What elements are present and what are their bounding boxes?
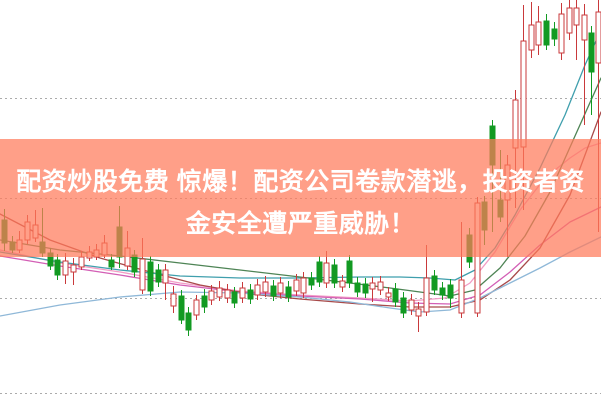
candle-body	[595, 11, 601, 64]
candle-body	[512, 99, 519, 149]
candle-body	[581, 14, 588, 41]
candle-body	[423, 277, 430, 313]
candle-body	[86, 251, 93, 259]
candle-body	[300, 277, 307, 294]
candle-body	[147, 261, 154, 292]
candle-body	[346, 260, 353, 284]
candle-body	[32, 224, 39, 239]
candle-body	[62, 260, 69, 276]
candle-body	[535, 21, 542, 46]
candle-body	[201, 295, 208, 308]
candle-body	[551, 28, 558, 40]
candle-body	[162, 269, 169, 284]
candle-body	[458, 279, 465, 314]
candle-body	[116, 226, 123, 258]
candle-body	[331, 264, 338, 284]
candle-body	[231, 291, 238, 304]
candle-body	[262, 281, 269, 293]
candle-body	[369, 282, 376, 290]
candle-body	[558, 13, 565, 54]
candle-body	[101, 242, 108, 256]
candle-body	[24, 221, 31, 241]
candle-body	[285, 286, 292, 298]
candle-body	[39, 241, 46, 254]
candle-body	[170, 293, 177, 307]
candle-body	[431, 275, 438, 291]
candle-body	[362, 283, 369, 294]
candle-body	[93, 249, 100, 258]
candle-body	[54, 259, 61, 276]
candle-body	[400, 297, 407, 314]
candle-body	[270, 285, 277, 297]
candle-body	[415, 308, 422, 317]
candle-body	[208, 290, 215, 301]
candle-body	[47, 252, 54, 267]
candle-body	[466, 234, 473, 263]
candle-body	[293, 279, 300, 292]
candle-body	[155, 269, 162, 283]
candle-body	[339, 280, 346, 288]
candle-body	[392, 288, 399, 303]
candle-body	[489, 125, 496, 166]
candle-body	[377, 281, 384, 291]
candle-body	[277, 282, 284, 294]
candle-body	[354, 282, 361, 293]
candle-body	[439, 287, 446, 296]
ma-teal	[0, 29, 601, 281]
candle-body	[16, 239, 23, 251]
candle-body	[447, 284, 454, 299]
candle-body	[408, 299, 415, 311]
candle-body	[573, 7, 580, 26]
candle-body	[9, 241, 16, 251]
candle-body	[588, 32, 595, 73]
candle-body	[566, 7, 573, 34]
candle-body	[124, 247, 131, 267]
candle-body	[474, 202, 481, 314]
candle-body	[131, 254, 138, 273]
candle-body	[247, 289, 254, 300]
candle-body	[481, 201, 488, 231]
candle-body	[224, 289, 231, 299]
candle-body	[239, 287, 246, 299]
candle-body	[178, 295, 185, 321]
candle-body	[70, 264, 77, 273]
candle-body	[108, 259, 115, 268]
candle-body	[1, 219, 8, 244]
candle-body	[308, 277, 315, 286]
candle-body	[520, 40, 527, 148]
candle-body	[78, 256, 85, 268]
candle-body	[385, 292, 392, 298]
candle-body	[193, 299, 200, 316]
candle-body	[254, 284, 261, 296]
ma-dark-green	[0, 77, 601, 297]
ma-light-blue	[0, 236, 601, 317]
candle-body	[543, 20, 550, 46]
candle-body	[504, 164, 511, 201]
candle-body	[185, 312, 192, 331]
candle-body	[323, 262, 330, 284]
candle-body	[139, 258, 146, 291]
candle-body	[528, 24, 535, 51]
candle-body	[316, 261, 323, 283]
candle-body	[497, 199, 504, 218]
candle-body	[216, 287, 223, 298]
